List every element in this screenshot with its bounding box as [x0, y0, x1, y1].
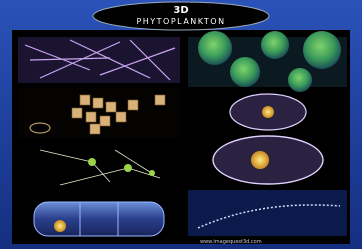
green-diatoms [188, 31, 347, 92]
chain-colony [188, 190, 347, 236]
diatom-needles [18, 37, 180, 83]
poster: 3D PHYTOPLANKTON [0, 0, 362, 249]
colony-cells [18, 88, 180, 138]
footer-url: www.imagequest3d.com [200, 239, 262, 245]
logo: 3D [173, 5, 188, 16]
drum-cell [18, 195, 180, 241]
title: PHYTOPLANKTON [136, 17, 225, 26]
spined-cells [18, 142, 180, 191]
dinoflagellates [188, 92, 347, 186]
